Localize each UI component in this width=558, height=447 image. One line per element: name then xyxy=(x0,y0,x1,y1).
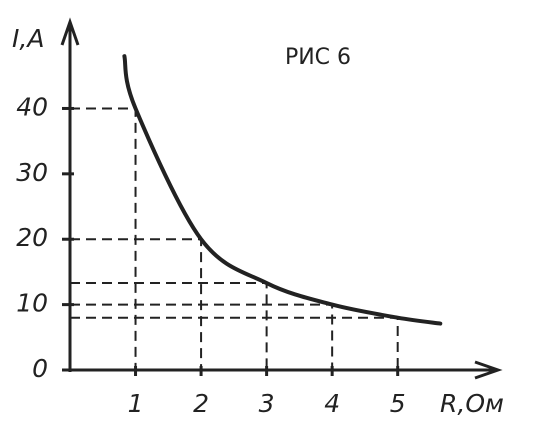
y-tick-label: 10 xyxy=(16,289,48,318)
y-tick-label: 40 xyxy=(16,92,48,121)
x-tick-label: 5 xyxy=(390,389,406,418)
y-tick-label: 30 xyxy=(16,158,48,187)
y-tick-label: 20 xyxy=(16,223,48,252)
y-tick-label: 0 xyxy=(32,354,48,383)
x-axis xyxy=(68,360,503,380)
x-axis-label: R,Ом xyxy=(440,389,504,418)
guide-line xyxy=(70,316,399,370)
x-tick-label: 1 xyxy=(128,389,144,418)
x-tick-label: 2 xyxy=(193,389,209,418)
x-tick-label: 3 xyxy=(259,389,275,418)
y-axis-label: I,A xyxy=(12,24,44,53)
curve xyxy=(122,54,443,326)
chart-title: РИС 6 xyxy=(285,45,351,70)
guide-line xyxy=(70,282,268,370)
x-tick-label: 4 xyxy=(324,389,340,418)
y-axis xyxy=(60,17,80,372)
